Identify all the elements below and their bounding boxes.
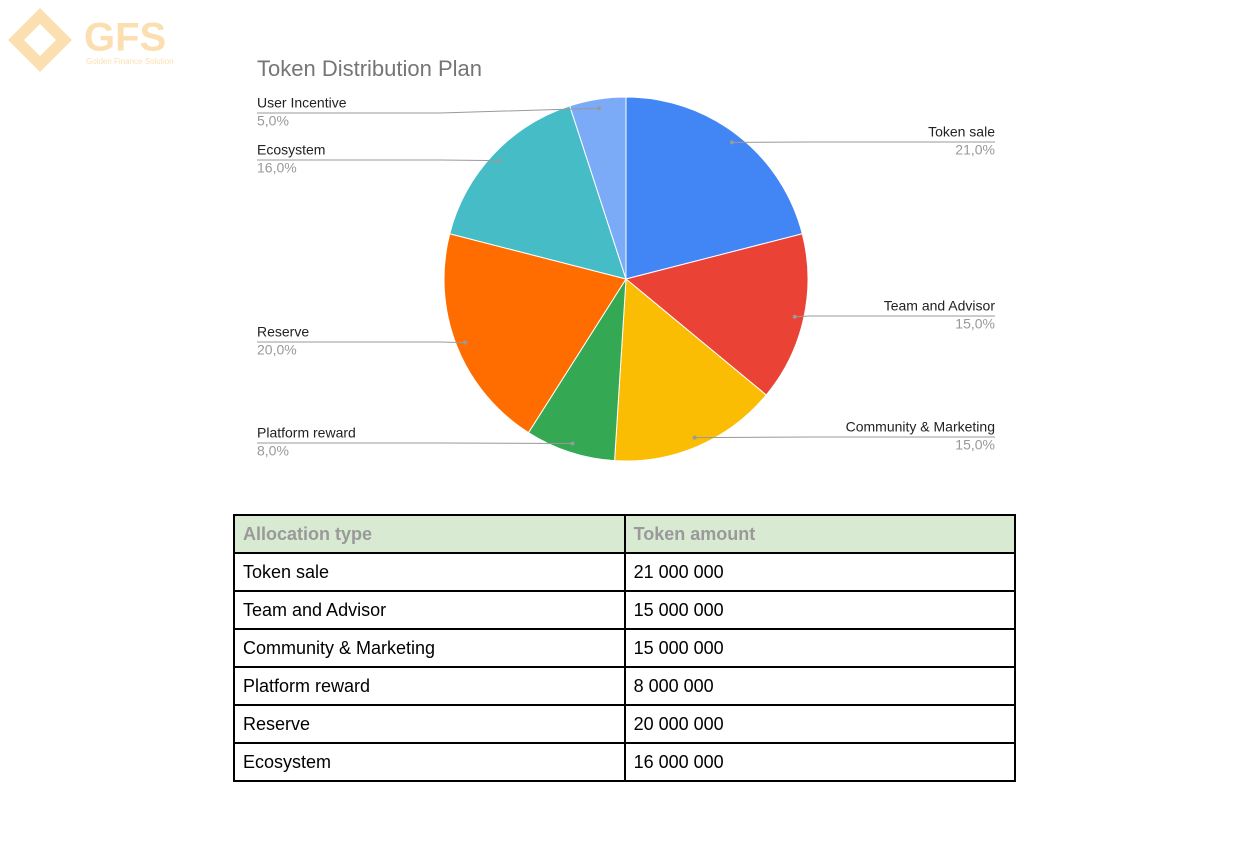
logo-tagline: Golden Finance Solution [86,57,174,66]
table-cell: Token sale [233,552,626,592]
pie-slice [624,233,809,396]
leader-dot [463,340,468,345]
pie-slice [449,105,627,280]
table-cell: 15 000 000 [623,628,1017,668]
table-row: Ecosystem 16 000 000 [233,742,1017,782]
pie-slice [625,96,803,280]
table-header: Allocation type Token amount [233,514,1017,554]
leader-line [257,341,466,344]
pie-slice [527,278,627,462]
leader-line [794,315,995,318]
leader-dot [692,435,697,440]
pie-slice [614,277,767,462]
table-cell: Team and Advisor [233,590,626,630]
slice-value-label: 16,0% [257,160,297,176]
logo-text: GFS [84,16,166,60]
table-cell: 15 000 000 [623,590,1017,630]
slice-label: Ecosystem [257,142,325,158]
slice-value-label: 21,0% [955,142,995,158]
table-row: Token sale 21 000 000 [233,552,1017,592]
leader-line [257,159,500,162]
table-cell: 20 000 000 [623,704,1017,744]
pie-slice [443,233,627,434]
leader-dot [729,140,734,145]
leader-dot [570,441,575,446]
table-row: Team and Advisor 15 000 000 [233,590,1017,630]
leader-dot [792,314,797,319]
table-cell: 16 000 000 [623,742,1017,782]
table-cell: Token amount [623,514,1017,554]
leader-line [257,107,599,114]
leader-line [694,436,995,439]
table-row: Reserve 20 000 000 [233,704,1017,744]
table-cell: Ecosystem [233,742,626,782]
logo-icon [8,8,72,72]
leader-dot [497,158,502,163]
table-cell: Allocation type [233,514,626,554]
pie-slice [569,96,627,280]
slice-label: Platform reward [257,425,356,441]
slice-value-label: 20,0% [257,342,297,358]
slice-value-label: 5,0% [257,113,289,129]
table-cell: Community & Marketing [233,628,626,668]
table: Allocation type Token amount Token sale 21 … [233,514,1017,782]
slice-label: User Incentive [257,95,347,111]
slice-value-label: 8,0% [257,443,289,459]
slice-label: Community & Marketing [846,419,995,435]
slice-label: Token sale [928,124,995,140]
slice-label: Reserve [257,324,309,340]
chart-title: Token Distribution Plan [257,56,482,81]
table-cell: Reserve [233,704,626,744]
table-cell: 8 000 000 [623,666,1017,706]
table-row: Platform reward 8 000 000 [233,666,1017,706]
table-cell: Platform reward [233,666,626,706]
slice-value-label: 15,0% [955,316,995,332]
table-cell: 21 000 000 [623,552,1017,592]
logo: GFS Golden Finance Solution [8,8,174,72]
slice-value-label: 15,0% [955,437,995,453]
chart: GFS Golden Finance Solution Token Distri… [8,8,996,462]
leader-dot [596,106,601,111]
table-row: Community & Marketing 15 000 000 [233,628,1017,668]
slice-label: Team and Advisor [884,298,996,314]
